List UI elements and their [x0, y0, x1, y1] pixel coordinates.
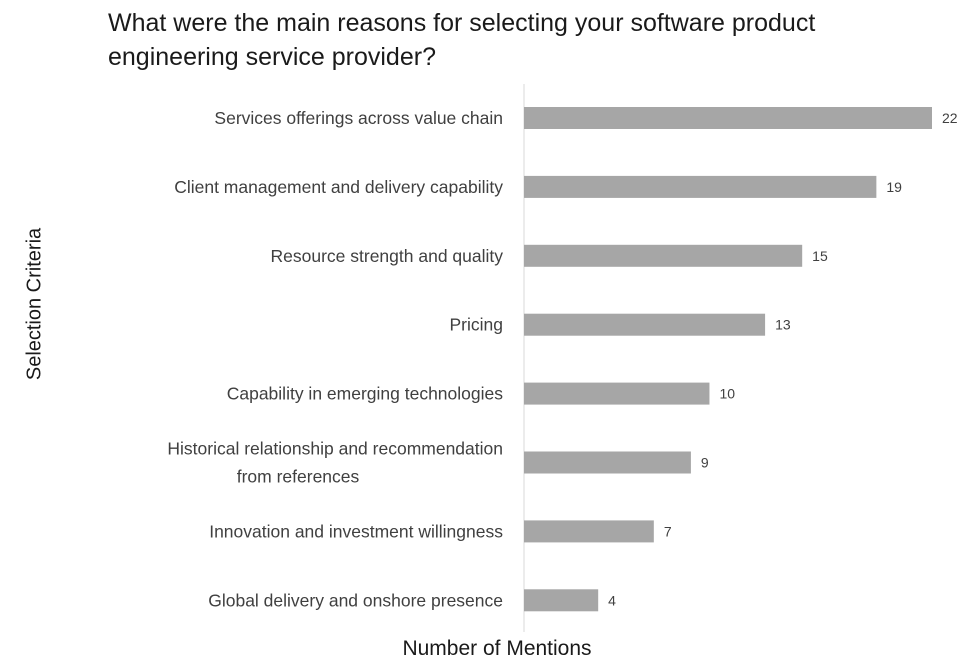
category-label-2: Resource strength and quality — [271, 246, 504, 266]
bar-0 — [524, 107, 932, 129]
category-label-4: Capability in emerging technologies — [227, 384, 504, 404]
category-label-1: Client management and delivery capabilit… — [174, 177, 503, 197]
bar-1 — [524, 175, 877, 198]
bar-7 — [524, 589, 599, 612]
data-label-2: 15 — [812, 248, 828, 264]
bar-6 — [524, 520, 654, 543]
bar-4 — [524, 382, 710, 405]
bars-group: 22 Services offerings across value chain 1… — [167, 107, 958, 612]
bar-2 — [524, 244, 803, 267]
x-axis-title: Number of Mentions — [402, 637, 592, 660]
data-label-1: 19 — [886, 179, 902, 195]
data-label-4: 10 — [719, 386, 735, 402]
category-label-5: Historical relationship and recommendati… — [167, 439, 503, 487]
category-label-6: Innovation and investment willingness — [209, 521, 503, 541]
category-label-3: Pricing — [450, 315, 504, 335]
bar-3 — [524, 313, 766, 336]
data-label-5: 9 — [701, 455, 709, 471]
data-label-0: 22 — [942, 110, 958, 126]
category-label-7: Global delivery and onshore presence — [208, 590, 503, 610]
bar-5 — [524, 451, 691, 474]
chart-title: What were the main reasons for selecting… — [108, 9, 816, 71]
data-label-3: 13 — [775, 317, 791, 333]
category-label-0: Services offerings across value chain — [214, 108, 503, 128]
data-label-6: 7 — [664, 523, 672, 539]
data-label-7: 4 — [608, 592, 616, 608]
